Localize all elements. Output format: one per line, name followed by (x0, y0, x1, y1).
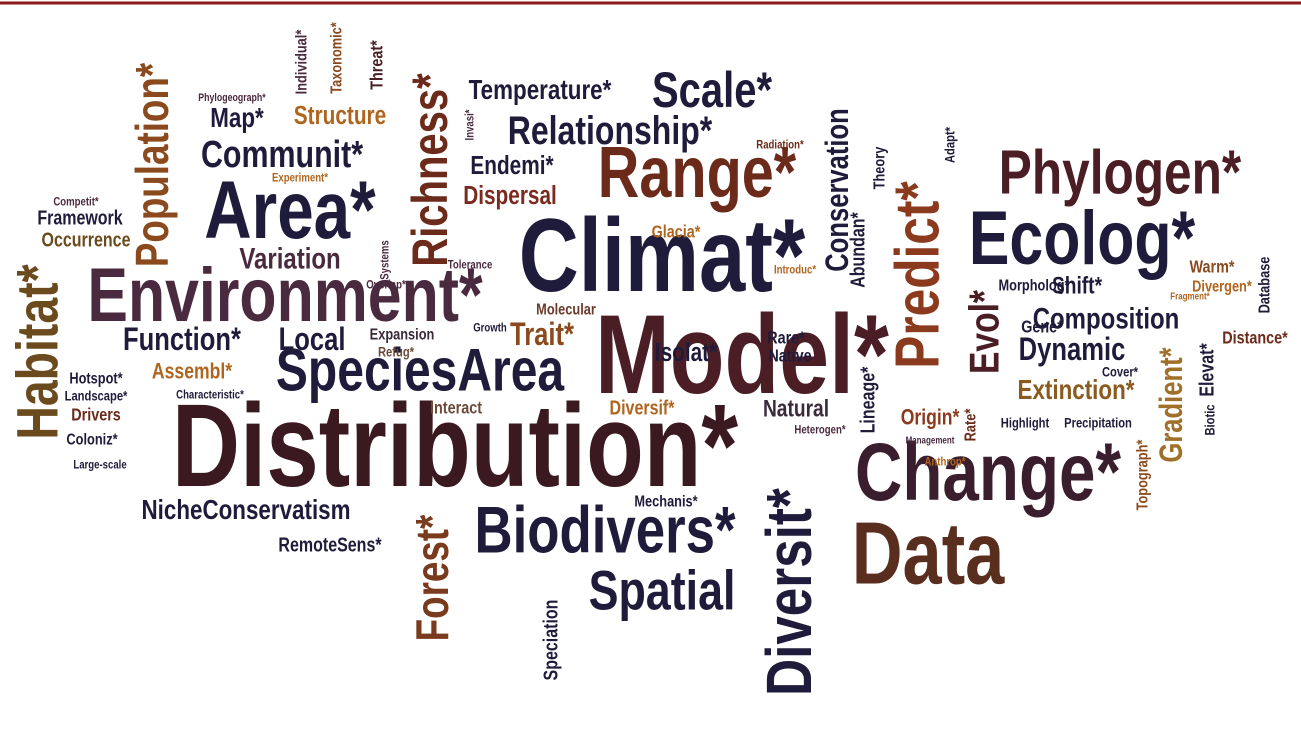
word: Topograph* (1134, 439, 1152, 510)
word: Communit* (201, 134, 364, 176)
word: Composition (1033, 301, 1180, 335)
word: Origin* (901, 406, 960, 430)
word: Growth (473, 321, 507, 334)
word: Function* (123, 322, 242, 357)
word: Overlap* (366, 278, 406, 291)
word: Framework (37, 207, 123, 229)
word: Model* (595, 293, 889, 418)
word: Isolat* (655, 338, 718, 367)
word: Coloniz* (66, 431, 117, 449)
word: Large-scale (73, 458, 126, 471)
word: Diversit* (755, 488, 826, 696)
word: Landscape* (65, 388, 128, 403)
word: Speciation (540, 600, 562, 681)
word: Lineage* (857, 366, 879, 434)
word: Structure (294, 101, 386, 130)
word: Relationship* (508, 107, 713, 152)
word: Native (768, 346, 811, 366)
word: Mechanis* (634, 493, 698, 511)
word: Predict* (882, 181, 952, 369)
word: Map* (210, 103, 264, 134)
word: Highlight (1001, 415, 1050, 430)
word: Fragment* (1170, 290, 1210, 301)
word: Distribution* (172, 379, 739, 512)
word: NicheConservatism (141, 495, 350, 526)
word: Database (1256, 257, 1274, 314)
word: Trait* (510, 317, 575, 352)
word: Individual* (293, 29, 311, 94)
word: Hotspot* (69, 370, 123, 388)
word: Cover* (1102, 364, 1138, 379)
word: Divergen* (1192, 278, 1252, 296)
word: Elevat* (1196, 342, 1218, 396)
word: Variation (239, 241, 340, 275)
word: Morpholog* (998, 277, 1069, 295)
word: Tolerance (448, 258, 493, 271)
word: Evol* (962, 290, 1008, 374)
word: Abundan* (847, 211, 869, 287)
word: Climat* (519, 197, 806, 313)
word: Habitat* (5, 264, 70, 440)
word: Introduc* (774, 263, 817, 276)
words: Distribution*Climat*Model*Environment*Sp… (5, 22, 1288, 696)
word: RemoteSens* (278, 534, 382, 556)
word: Anthrop* (924, 455, 966, 468)
word: Molecular (536, 301, 596, 319)
word: Occurrence (42, 229, 131, 251)
word: Conservation (820, 108, 855, 272)
word: Endemi* (470, 151, 554, 180)
word: Drivers (71, 405, 121, 425)
word: Gene* (1021, 317, 1063, 337)
word: Ecolog* (969, 195, 1196, 280)
word: Biodivers* (474, 493, 736, 567)
word: Area* (204, 164, 375, 256)
word: Gradient* (1154, 347, 1189, 463)
word: Heterogen* (794, 423, 846, 436)
word: Natural (763, 394, 829, 422)
word: Dynamic (1019, 332, 1126, 367)
word: Taxonomic* (328, 22, 346, 94)
word: Scale* (652, 62, 772, 118)
word: Local (279, 322, 346, 357)
word: Forest* (406, 514, 458, 641)
word: Rate* (962, 408, 980, 441)
word: Glacia* (652, 222, 701, 242)
word: Theory (871, 147, 889, 190)
word: Data (852, 504, 1005, 602)
word: Population* (126, 62, 178, 267)
word: Precipitation (1064, 415, 1132, 430)
word: Spatial (589, 559, 736, 622)
word: Environment* (87, 252, 482, 337)
word: Range* (598, 132, 797, 213)
word: Change* (855, 426, 1121, 518)
word: Biotic (1202, 404, 1217, 435)
word: Temperature* (469, 75, 612, 106)
word: Invasi* (463, 109, 476, 141)
word: Extinction* (1018, 375, 1135, 406)
word: Phylogeograph* (198, 92, 266, 104)
word: Shift* (1052, 271, 1103, 299)
word: Phylogen* (999, 137, 1242, 207)
word: Dispersal (463, 181, 557, 210)
word: Richness* (402, 73, 458, 267)
word: Competit* (53, 195, 99, 208)
word: Refug* (378, 344, 414, 359)
word: Characteristic* (176, 388, 244, 401)
word: Diversif* (610, 397, 676, 419)
word: Warm* (1189, 257, 1235, 277)
word: Systems (378, 240, 391, 279)
word: Interact (430, 398, 482, 418)
word: SpeciesArea (276, 336, 565, 403)
word: Experiment* (272, 171, 329, 184)
word: Expansion (370, 326, 435, 344)
word: Assembl* (152, 360, 232, 384)
word: Adapt* (942, 127, 957, 163)
word: Distance* (1222, 328, 1288, 348)
word: Management (906, 434, 955, 445)
word: Threat* (367, 40, 387, 90)
word: Radiation* (756, 138, 804, 151)
word: Rare* (767, 328, 805, 348)
